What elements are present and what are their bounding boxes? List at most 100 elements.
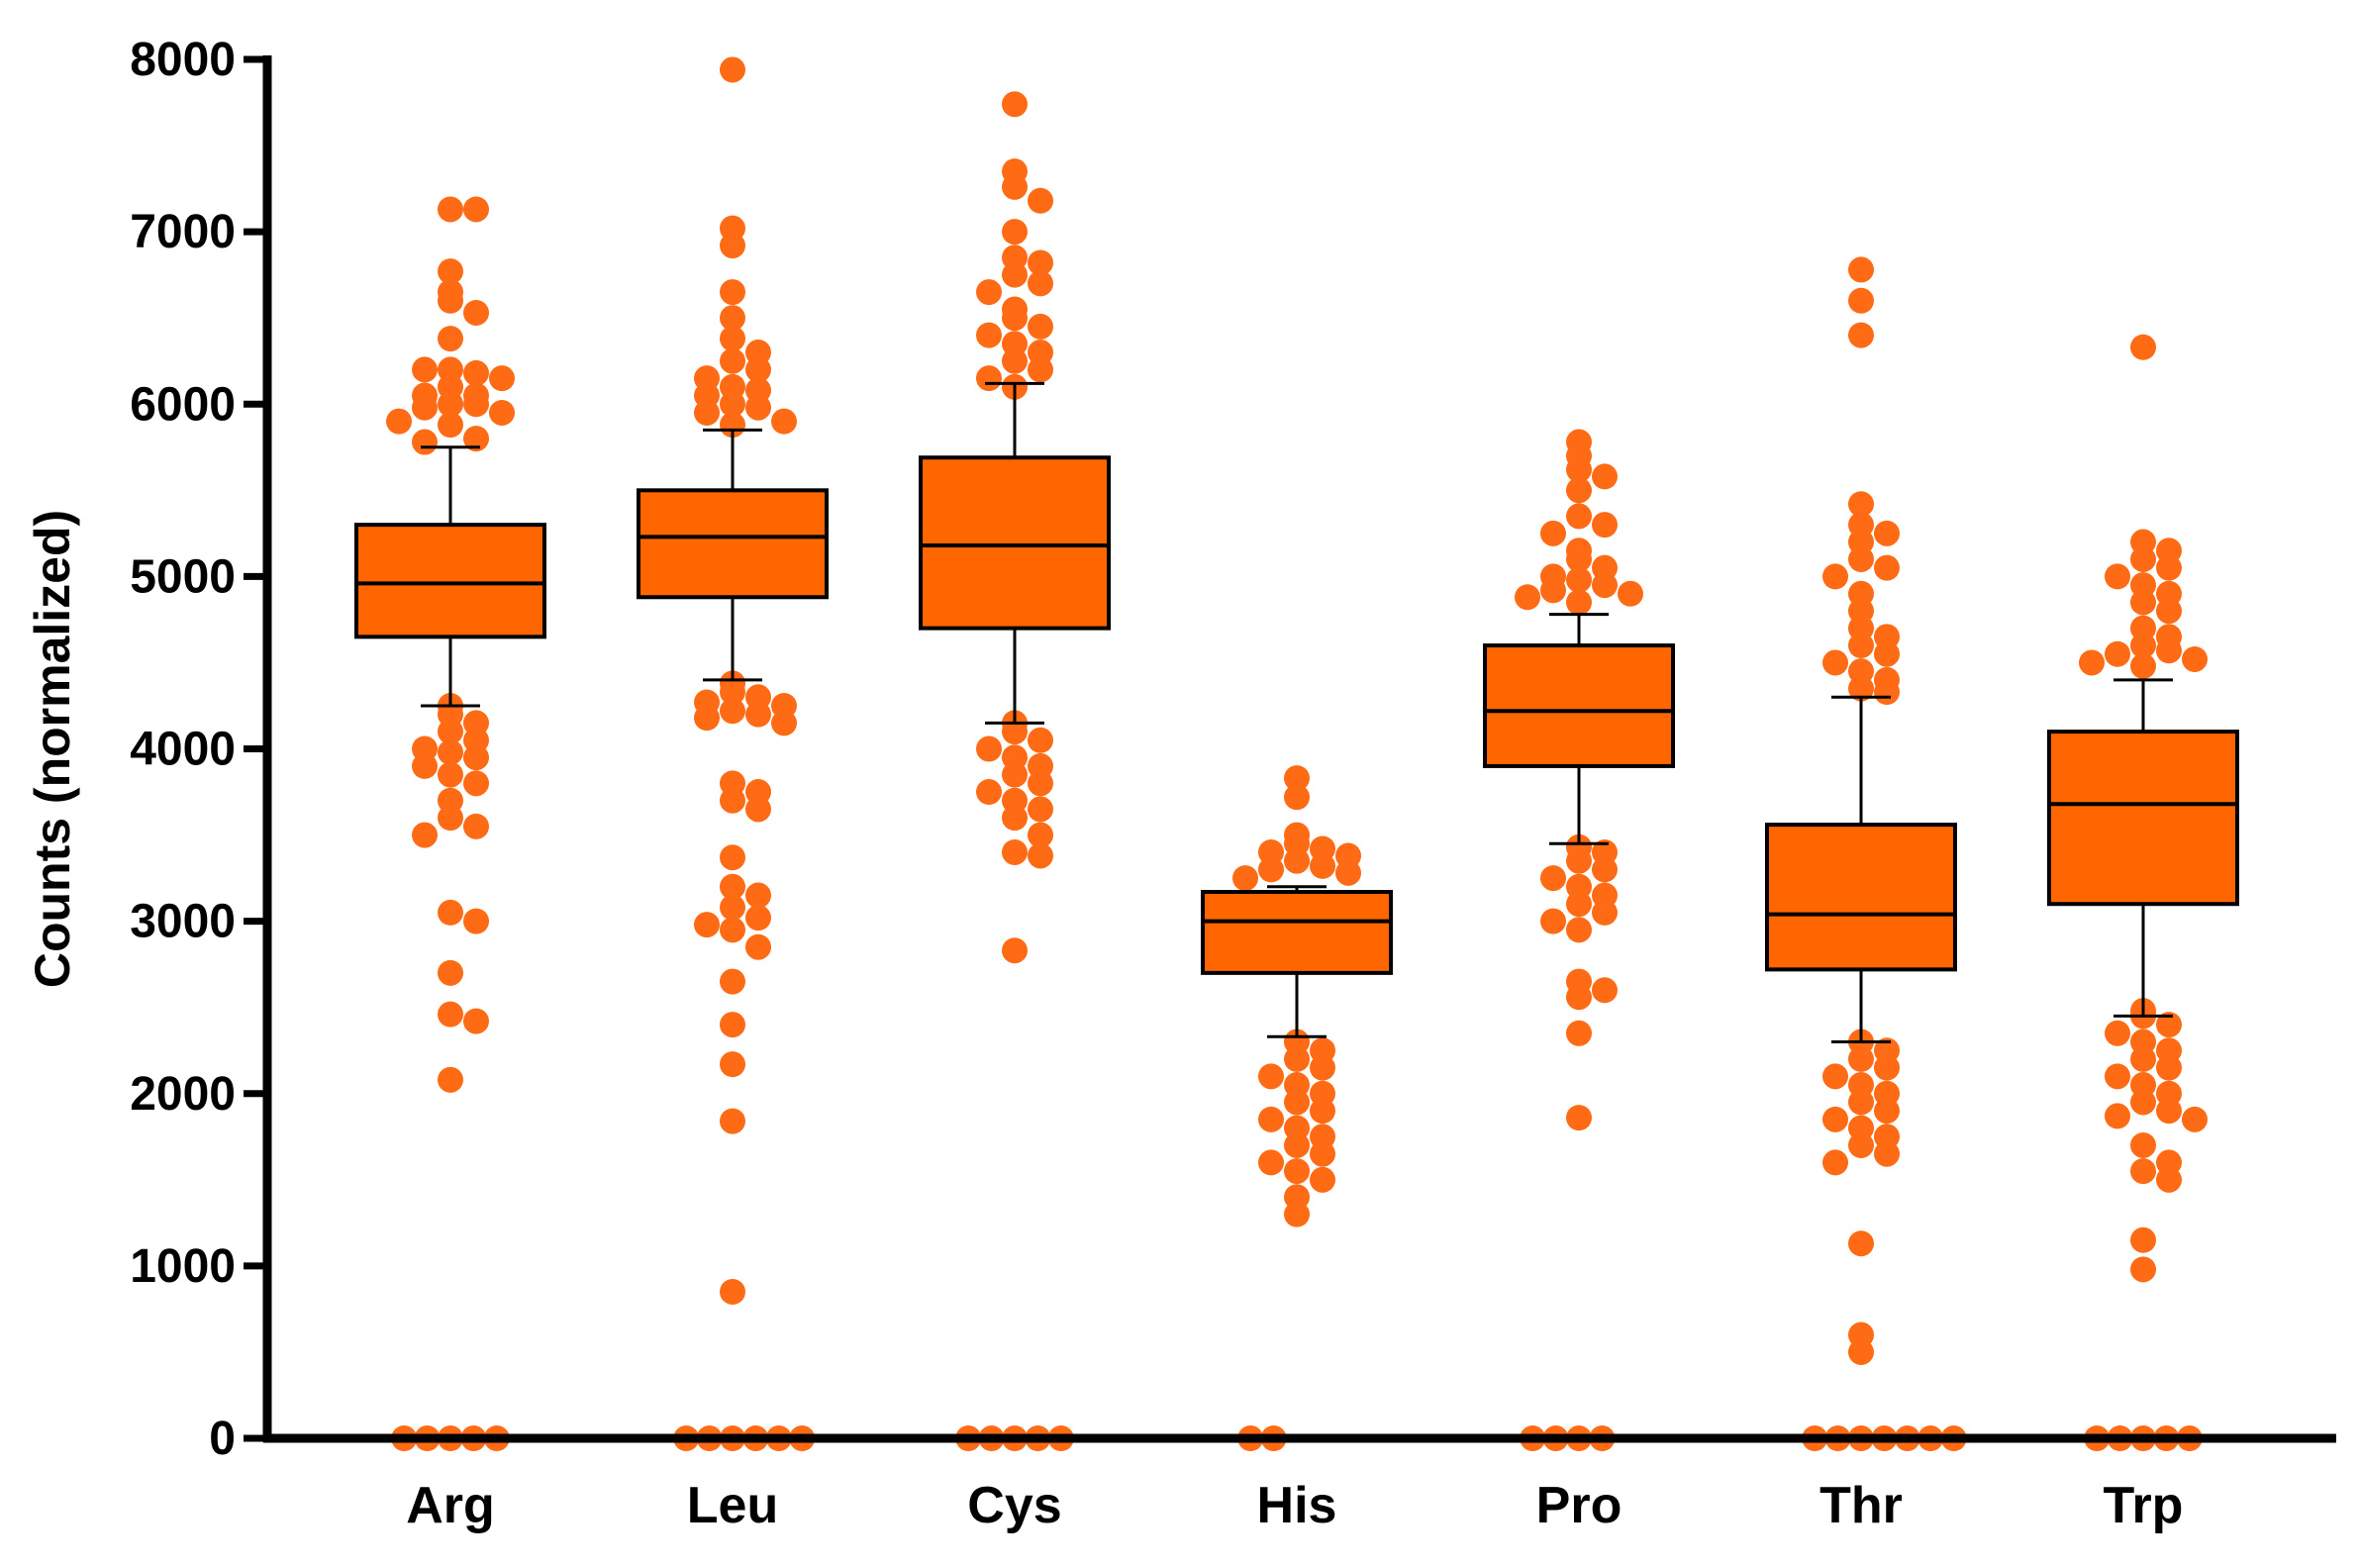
y-tick-label: 2000 (130, 1068, 236, 1121)
outlier-point (463, 391, 489, 418)
outlier-point (1566, 891, 1592, 918)
outlier-point (1310, 1098, 1335, 1125)
outlier-point (1848, 322, 1874, 348)
outlier-point (1002, 219, 1028, 245)
outlier-point (1002, 838, 1028, 865)
outlier-point (1002, 761, 1028, 788)
outlier-point (1874, 520, 1900, 546)
outlier-point (2156, 1054, 2182, 1081)
outlier-point (1822, 1149, 1848, 1176)
outlier-point (1284, 1089, 1310, 1116)
outlier-point (1848, 545, 1874, 572)
box-iqr (637, 488, 829, 600)
outlier-point (1848, 1131, 1874, 1158)
outlier-point (1874, 1098, 1900, 1125)
outlier-point (463, 426, 489, 452)
outlier-point (2105, 1063, 2130, 1090)
outlier-point (771, 710, 797, 736)
outlier-point (1592, 899, 1618, 926)
outlier-point (412, 822, 438, 848)
outlier-point (438, 326, 463, 352)
outlier-point (1284, 765, 1310, 792)
outlier-point (1592, 572, 1618, 599)
outlier-point (412, 394, 438, 421)
outlier-point (1002, 347, 1028, 374)
y-tick-label: 0 (209, 1413, 236, 1465)
outlier-point (1874, 554, 1900, 581)
y-tick-label: 7000 (130, 206, 236, 258)
outlier-point (412, 752, 438, 779)
outlier-point (463, 770, 489, 797)
outlier-point (1540, 908, 1566, 934)
outlier-point (720, 1012, 745, 1038)
outlier-point (438, 258, 463, 285)
outlier-point (2130, 1226, 2156, 1253)
outlier-point (1592, 977, 1618, 1004)
outlier-point (2156, 554, 2182, 581)
outlier-point (1566, 917, 1592, 943)
outlier-point (745, 933, 771, 960)
outlier-point (720, 391, 745, 418)
outlier-point (1848, 287, 1874, 314)
outlier-point (1822, 1106, 1848, 1132)
outlier-point (771, 408, 797, 435)
outlier-point (976, 322, 1002, 348)
box-iqr (2047, 730, 2239, 907)
outlier-point (1874, 679, 1900, 706)
outlier-point (720, 844, 745, 871)
outlier-point (1566, 1020, 1592, 1046)
outlier-point (438, 805, 463, 832)
outlier-point (1822, 1063, 1848, 1090)
box-iqr (354, 523, 546, 639)
y-tick-label: 5000 (130, 550, 236, 603)
outlier-point (720, 305, 745, 332)
outlier-point (2130, 589, 2156, 616)
outlier-point (1232, 865, 1258, 892)
outlier-point (1874, 1140, 1900, 1167)
outlier-point (2182, 1106, 2208, 1132)
outlier-point (976, 279, 1002, 306)
outlier-points-layer (386, 56, 2208, 1451)
outlier-point (1028, 770, 1053, 797)
outlier-point (1540, 520, 1566, 546)
outlier-point (1848, 1045, 1874, 1072)
outlier-point (1566, 984, 1592, 1011)
outlier-point (1258, 1063, 1284, 1090)
outlier-point (976, 735, 1002, 762)
x-category-label: Leu (687, 1477, 778, 1534)
outlier-point (720, 1108, 745, 1134)
outlier-point (1566, 477, 1592, 504)
x-category-label: Cys (967, 1477, 1061, 1534)
outlier-point (720, 56, 745, 83)
outlier-point (720, 1278, 745, 1305)
outlier-point (412, 429, 438, 455)
outlier-point (1028, 270, 1053, 297)
x-category-labels-layer: Arg Leu Cys His Pro Thr Trp (406, 1477, 2183, 1534)
box-group (637, 428, 829, 682)
outlier-point (1310, 1166, 1335, 1193)
outlier-point (1002, 261, 1028, 288)
outlier-point (720, 679, 745, 706)
outlier-point (1566, 545, 1592, 572)
outlier-point (438, 412, 463, 439)
outlier-point (438, 738, 463, 765)
outlier-point (1258, 856, 1284, 883)
outlier-point (1002, 719, 1028, 745)
outlier-point (1540, 865, 1566, 892)
outlier-point (463, 359, 489, 386)
outlier-point (1848, 256, 1874, 283)
outlier-point (720, 326, 745, 352)
outlier-point (463, 908, 489, 934)
outlier-point (1284, 784, 1310, 811)
outlier-point (1028, 313, 1053, 340)
outlier-point (745, 701, 771, 728)
outlier-point (489, 365, 515, 392)
outlier-point (720, 698, 745, 725)
outlier-point (720, 968, 745, 995)
outlier-point (2156, 1012, 2182, 1038)
box-group (1765, 695, 1957, 1044)
box-group (2047, 678, 2239, 1018)
box-group (1483, 613, 1675, 845)
outlier-point (2079, 649, 2105, 676)
